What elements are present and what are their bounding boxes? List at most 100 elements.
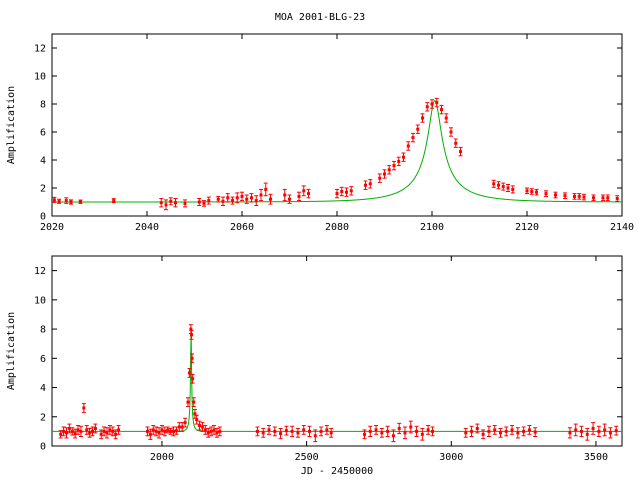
y-tick-label: 0 — [40, 212, 46, 223]
plot-area — [52, 97, 622, 211]
data-point — [62, 429, 66, 433]
data-point — [193, 412, 197, 416]
data-point — [198, 424, 202, 428]
data-point — [516, 431, 520, 435]
model-curve — [52, 330, 622, 432]
x-tick-label: 2140 — [610, 222, 634, 233]
data-point — [335, 192, 339, 196]
data-point — [200, 425, 204, 429]
data-point — [259, 193, 263, 197]
data-point — [57, 199, 61, 203]
x-tick-label: 2020 — [40, 222, 64, 233]
data-point — [59, 432, 63, 436]
data-point — [579, 429, 583, 433]
data-point — [387, 168, 391, 172]
data-point — [231, 199, 234, 203]
data-point — [454, 141, 458, 145]
data-point — [69, 200, 73, 204]
data-point — [411, 136, 415, 140]
data-point — [591, 426, 595, 430]
data-point — [459, 150, 462, 154]
data-point — [186, 400, 190, 404]
y-tick-label: 2 — [40, 412, 46, 423]
data-point — [183, 421, 187, 425]
data-point — [169, 199, 173, 203]
x-tick-label: 3500 — [584, 452, 608, 463]
data-point — [378, 176, 382, 180]
data-point — [475, 426, 479, 430]
data-point — [544, 192, 548, 196]
y-tick-label: 12 — [34, 266, 46, 277]
data-point — [157, 431, 161, 435]
data-point — [302, 189, 306, 193]
data-point — [264, 187, 268, 191]
data-point — [493, 428, 497, 432]
data-point — [159, 201, 163, 205]
data-point — [449, 130, 453, 134]
data-point — [380, 431, 384, 435]
data-point — [290, 429, 294, 433]
data-point — [608, 431, 612, 435]
data-point — [288, 197, 291, 201]
data-point — [187, 371, 191, 375]
data-point — [464, 431, 468, 435]
data-point — [614, 429, 618, 433]
data-point — [245, 197, 249, 201]
data-point — [430, 102, 434, 106]
data-point — [79, 200, 82, 204]
data-point — [112, 199, 116, 203]
data-point — [154, 429, 158, 433]
x-tick-label: 2120 — [515, 222, 539, 233]
data-point — [402, 155, 405, 159]
data-point — [279, 432, 283, 436]
data-point — [189, 327, 193, 331]
y-tick-label: 0 — [40, 442, 46, 453]
data-point — [329, 431, 333, 435]
x-axis-label: JD - 2450000 — [301, 466, 373, 477]
data-point — [148, 432, 152, 436]
data-point — [498, 431, 502, 435]
data-point — [302, 428, 306, 432]
data-point — [255, 429, 259, 433]
data-point — [160, 428, 164, 432]
data-point — [114, 432, 118, 436]
data-point — [430, 429, 434, 433]
data-point — [70, 429, 74, 433]
y-axis-label: Amplification — [6, 312, 17, 390]
data-point — [435, 101, 439, 105]
y-tick-label: 10 — [34, 295, 46, 306]
data-point — [319, 429, 323, 433]
bottom-panel: 0 2 4 6 8 10 12 2000 2500 3000 3500 Amplification JD… — [6, 255, 623, 477]
y-tick-label: 6 — [40, 128, 46, 139]
data-point — [487, 429, 491, 433]
data-point — [364, 183, 367, 187]
data-point — [117, 428, 121, 432]
data-point — [189, 333, 193, 337]
data-point — [568, 431, 572, 435]
plot-frame — [51, 255, 623, 447]
data-point — [416, 127, 420, 131]
data-point — [582, 195, 586, 199]
data-point — [440, 108, 443, 112]
data-point — [383, 172, 386, 176]
y-tick-label: 10 — [34, 72, 46, 83]
data-point — [603, 428, 607, 432]
data-point — [511, 187, 515, 191]
data-point — [203, 428, 207, 432]
data-point — [254, 199, 258, 203]
data-point — [425, 105, 429, 109]
data-point — [506, 186, 510, 190]
data-point — [340, 190, 344, 193]
data-point — [174, 201, 177, 205]
data-point — [183, 201, 187, 205]
data-point — [206, 431, 210, 435]
data-point — [250, 196, 253, 200]
data-point — [492, 182, 496, 186]
data-point — [52, 198, 56, 202]
data-point — [67, 426, 71, 430]
data-point — [313, 434, 317, 438]
model-curve — [52, 100, 622, 203]
data-point — [166, 428, 170, 432]
data-point — [397, 426, 401, 430]
data-point — [79, 429, 83, 433]
